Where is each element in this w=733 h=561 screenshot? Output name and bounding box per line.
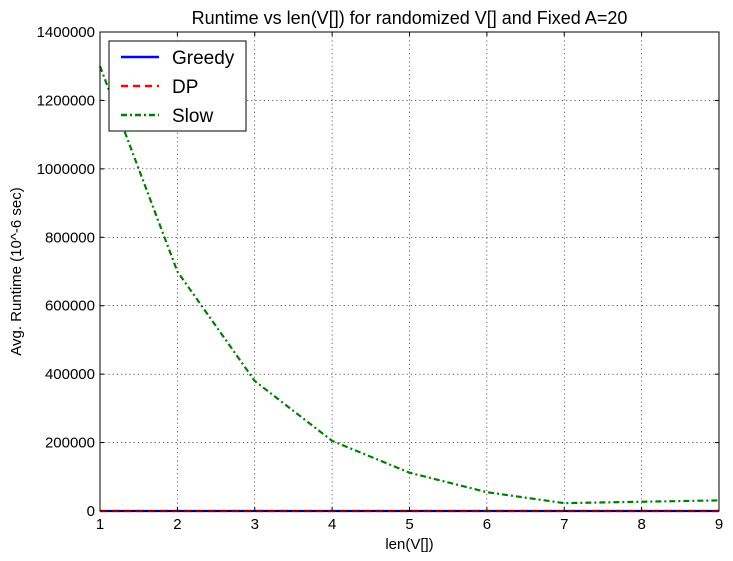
x-axis-label: len(V[]): [385, 536, 433, 553]
x-tick-label: 2: [173, 516, 181, 533]
x-tick-label: 5: [405, 516, 413, 533]
y-tick-label: 600000: [45, 298, 95, 315]
x-tick-label: 4: [328, 516, 336, 533]
y-tick-label: 0: [87, 503, 95, 520]
y-tick-label: 200000: [45, 435, 95, 452]
y-tick-label: 1200000: [37, 92, 95, 109]
x-tick-label: 9: [715, 516, 723, 533]
legend: Greedy DP Slow: [108, 40, 247, 132]
y-axis-label: Avg. Runtime (10^-6 sec): [8, 187, 25, 356]
grid: [100, 32, 719, 511]
y-tick-label: 1000000: [37, 161, 95, 178]
x-tick-label: 3: [251, 516, 259, 533]
y-tick-label: 400000: [45, 366, 95, 383]
legend-label-dp: DP: [172, 77, 198, 98]
legend-label-slow: Slow: [172, 106, 213, 127]
x-tick-label: 7: [560, 516, 568, 533]
y-tick-label: 1400000: [37, 24, 95, 41]
y-tick-label: 800000: [45, 229, 95, 246]
chart-title: Runtime vs len(V[]) for randomized V[] a…: [192, 8, 628, 28]
ticks: 1 2 3 4 5 6 7 8 9 0 200000 400000 600000 800000 100000…: [37, 24, 724, 533]
x-tick-label: 8: [637, 516, 645, 533]
legend-label-greedy: Greedy: [172, 48, 235, 69]
x-tick-label: 6: [483, 516, 491, 533]
x-tick-label: 1: [96, 516, 104, 533]
